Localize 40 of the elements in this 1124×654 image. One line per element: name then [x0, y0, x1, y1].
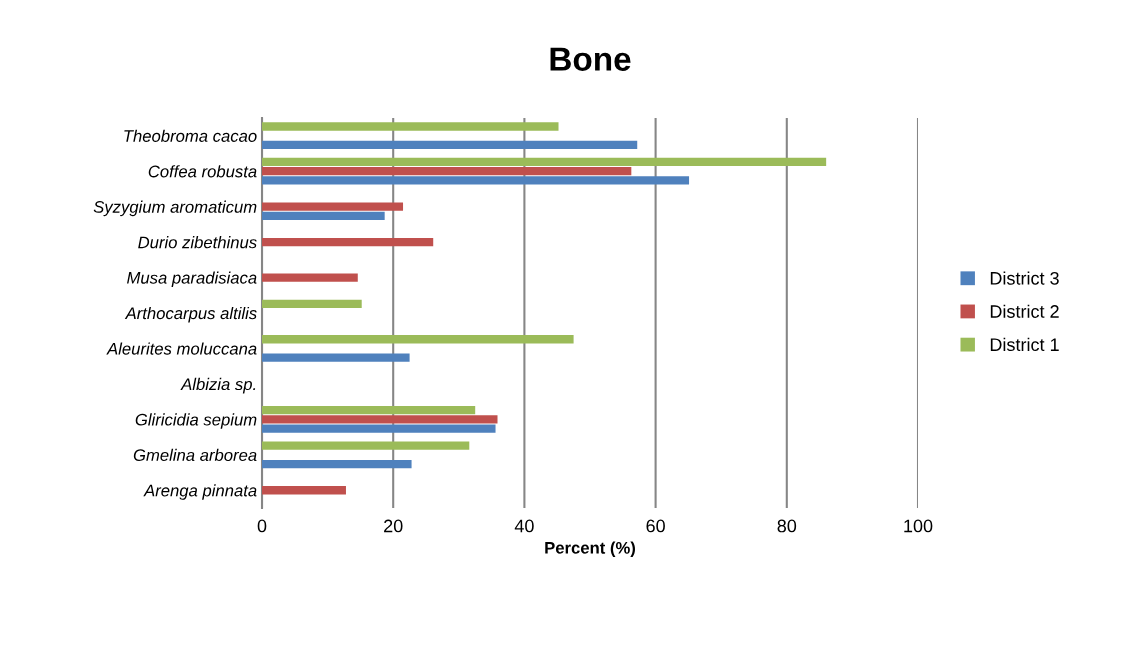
x-tick-label: 60 [646, 519, 665, 533]
bar [262, 406, 476, 415]
y-tick-label: Arenga pinnata [143, 484, 257, 500]
x-axis-title: Percent (%) [545, 541, 636, 558]
y-tick-label: Gmelina arborea [133, 448, 257, 462]
bar [262, 167, 632, 176]
legend-label: District 2 [990, 304, 1059, 318]
bar [262, 140, 638, 150]
y-tick-label: Aleurites moluccana [106, 342, 257, 355]
bar [262, 335, 574, 344]
x-tick-label: 80 [777, 519, 797, 533]
bar [262, 299, 362, 308]
bar [262, 459, 412, 469]
legend-label: District 3 [990, 271, 1059, 285]
bar [262, 211, 385, 220]
bar [262, 157, 827, 167]
y-tick-label: Gliricidia sepium [135, 413, 257, 429]
y-tick-label: Theobroma cacao [124, 129, 257, 142]
bar [262, 237, 434, 247]
legend-label: District 1 [990, 337, 1059, 352]
y-tick-label: Durio zibethinus [138, 236, 257, 249]
bar [262, 415, 498, 424]
bar [262, 176, 690, 185]
y-tick-label: Syzygium aromaticum [93, 200, 257, 217]
y-tick-label: Albizia sp. [180, 377, 256, 394]
chart-title: Bone [550, 47, 631, 71]
x-tick-label: 0 [257, 519, 267, 533]
y-tick-label: Musa paradisiaca [127, 271, 257, 288]
x-tick-label: 100 [904, 519, 933, 533]
y-tick-label: Arthocarpus altilis [124, 306, 257, 323]
bar [262, 486, 346, 495]
bar [262, 273, 358, 282]
x-tick-label: 40 [514, 519, 534, 533]
bar [262, 424, 496, 433]
bar [262, 202, 404, 211]
y-tick-label: Coffea robusta [148, 165, 257, 178]
bar [262, 122, 559, 131]
bar [262, 353, 410, 362]
bar [262, 441, 470, 450]
x-tick-label: 20 [384, 519, 403, 533]
